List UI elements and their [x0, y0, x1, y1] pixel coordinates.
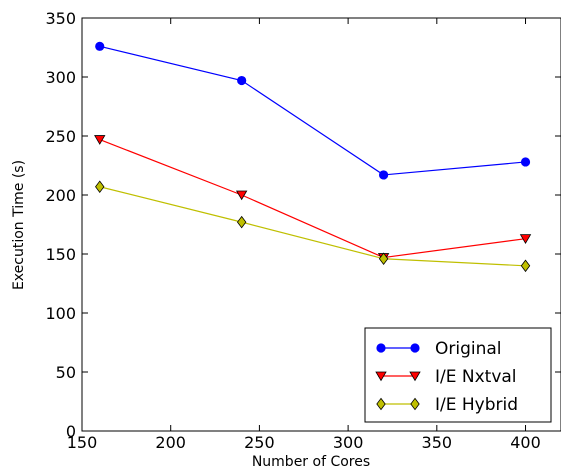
data-point [237, 75, 247, 86]
series-layer [94, 41, 532, 273]
data-point [520, 157, 531, 167]
y-tick-label: 200 [45, 186, 76, 205]
x-tick-label: 200 [155, 433, 186, 452]
legend-label: I/E Hybrid [435, 395, 518, 415]
data-point [519, 234, 532, 244]
data-point [235, 190, 248, 201]
y-tick-label: 0 [66, 422, 76, 441]
x-axis-label: Number of Cores [252, 454, 370, 470]
legend-box [364, 327, 552, 423]
series-original [95, 41, 531, 180]
series-line [99, 45, 526, 176]
y-tick-label: 150 [45, 245, 76, 264]
series-i-e-hybrid [95, 180, 531, 273]
data-point [520, 259, 531, 273]
legend-label: I/E Nxtval [435, 367, 517, 387]
data-point [95, 41, 105, 51]
legend-marker [375, 371, 387, 382]
y-tick-label: 250 [45, 127, 76, 146]
legend: Original I/E Nxtval I/E Hybrid [364, 327, 552, 423]
series-line [99, 186, 526, 267]
y-axis-label: Execution Time (s) [11, 160, 27, 290]
legend-marker [376, 397, 386, 411]
x-tick-label: 400 [510, 433, 541, 452]
y-tick-label: 100 [45, 304, 76, 323]
x-tick-label: 250 [244, 433, 275, 452]
x-tick-label: 350 [422, 433, 453, 452]
legend-marker [376, 343, 386, 353]
series-line [99, 138, 526, 259]
x-tick-label: 300 [333, 433, 364, 452]
legend-marker [409, 371, 421, 382]
data-point [236, 215, 247, 229]
y-tick-label: 50 [56, 363, 76, 382]
legend-label: Original [435, 339, 502, 359]
y-tick-label: 350 [45, 9, 76, 28]
x-axis-ticks: 150 200 250 300 350 400 [67, 18, 541, 452]
y-tick-label: 300 [45, 68, 76, 87]
legend-marker [410, 343, 420, 353]
data-point [378, 170, 389, 180]
x-tick-label: 150 [67, 433, 98, 452]
y-axis-ticks: 0 50 100 150 200 250 300 350 [45, 9, 561, 441]
data-point [95, 180, 105, 194]
data-point [94, 135, 106, 145]
legend-marker [410, 397, 420, 411]
data-point [378, 252, 389, 265]
